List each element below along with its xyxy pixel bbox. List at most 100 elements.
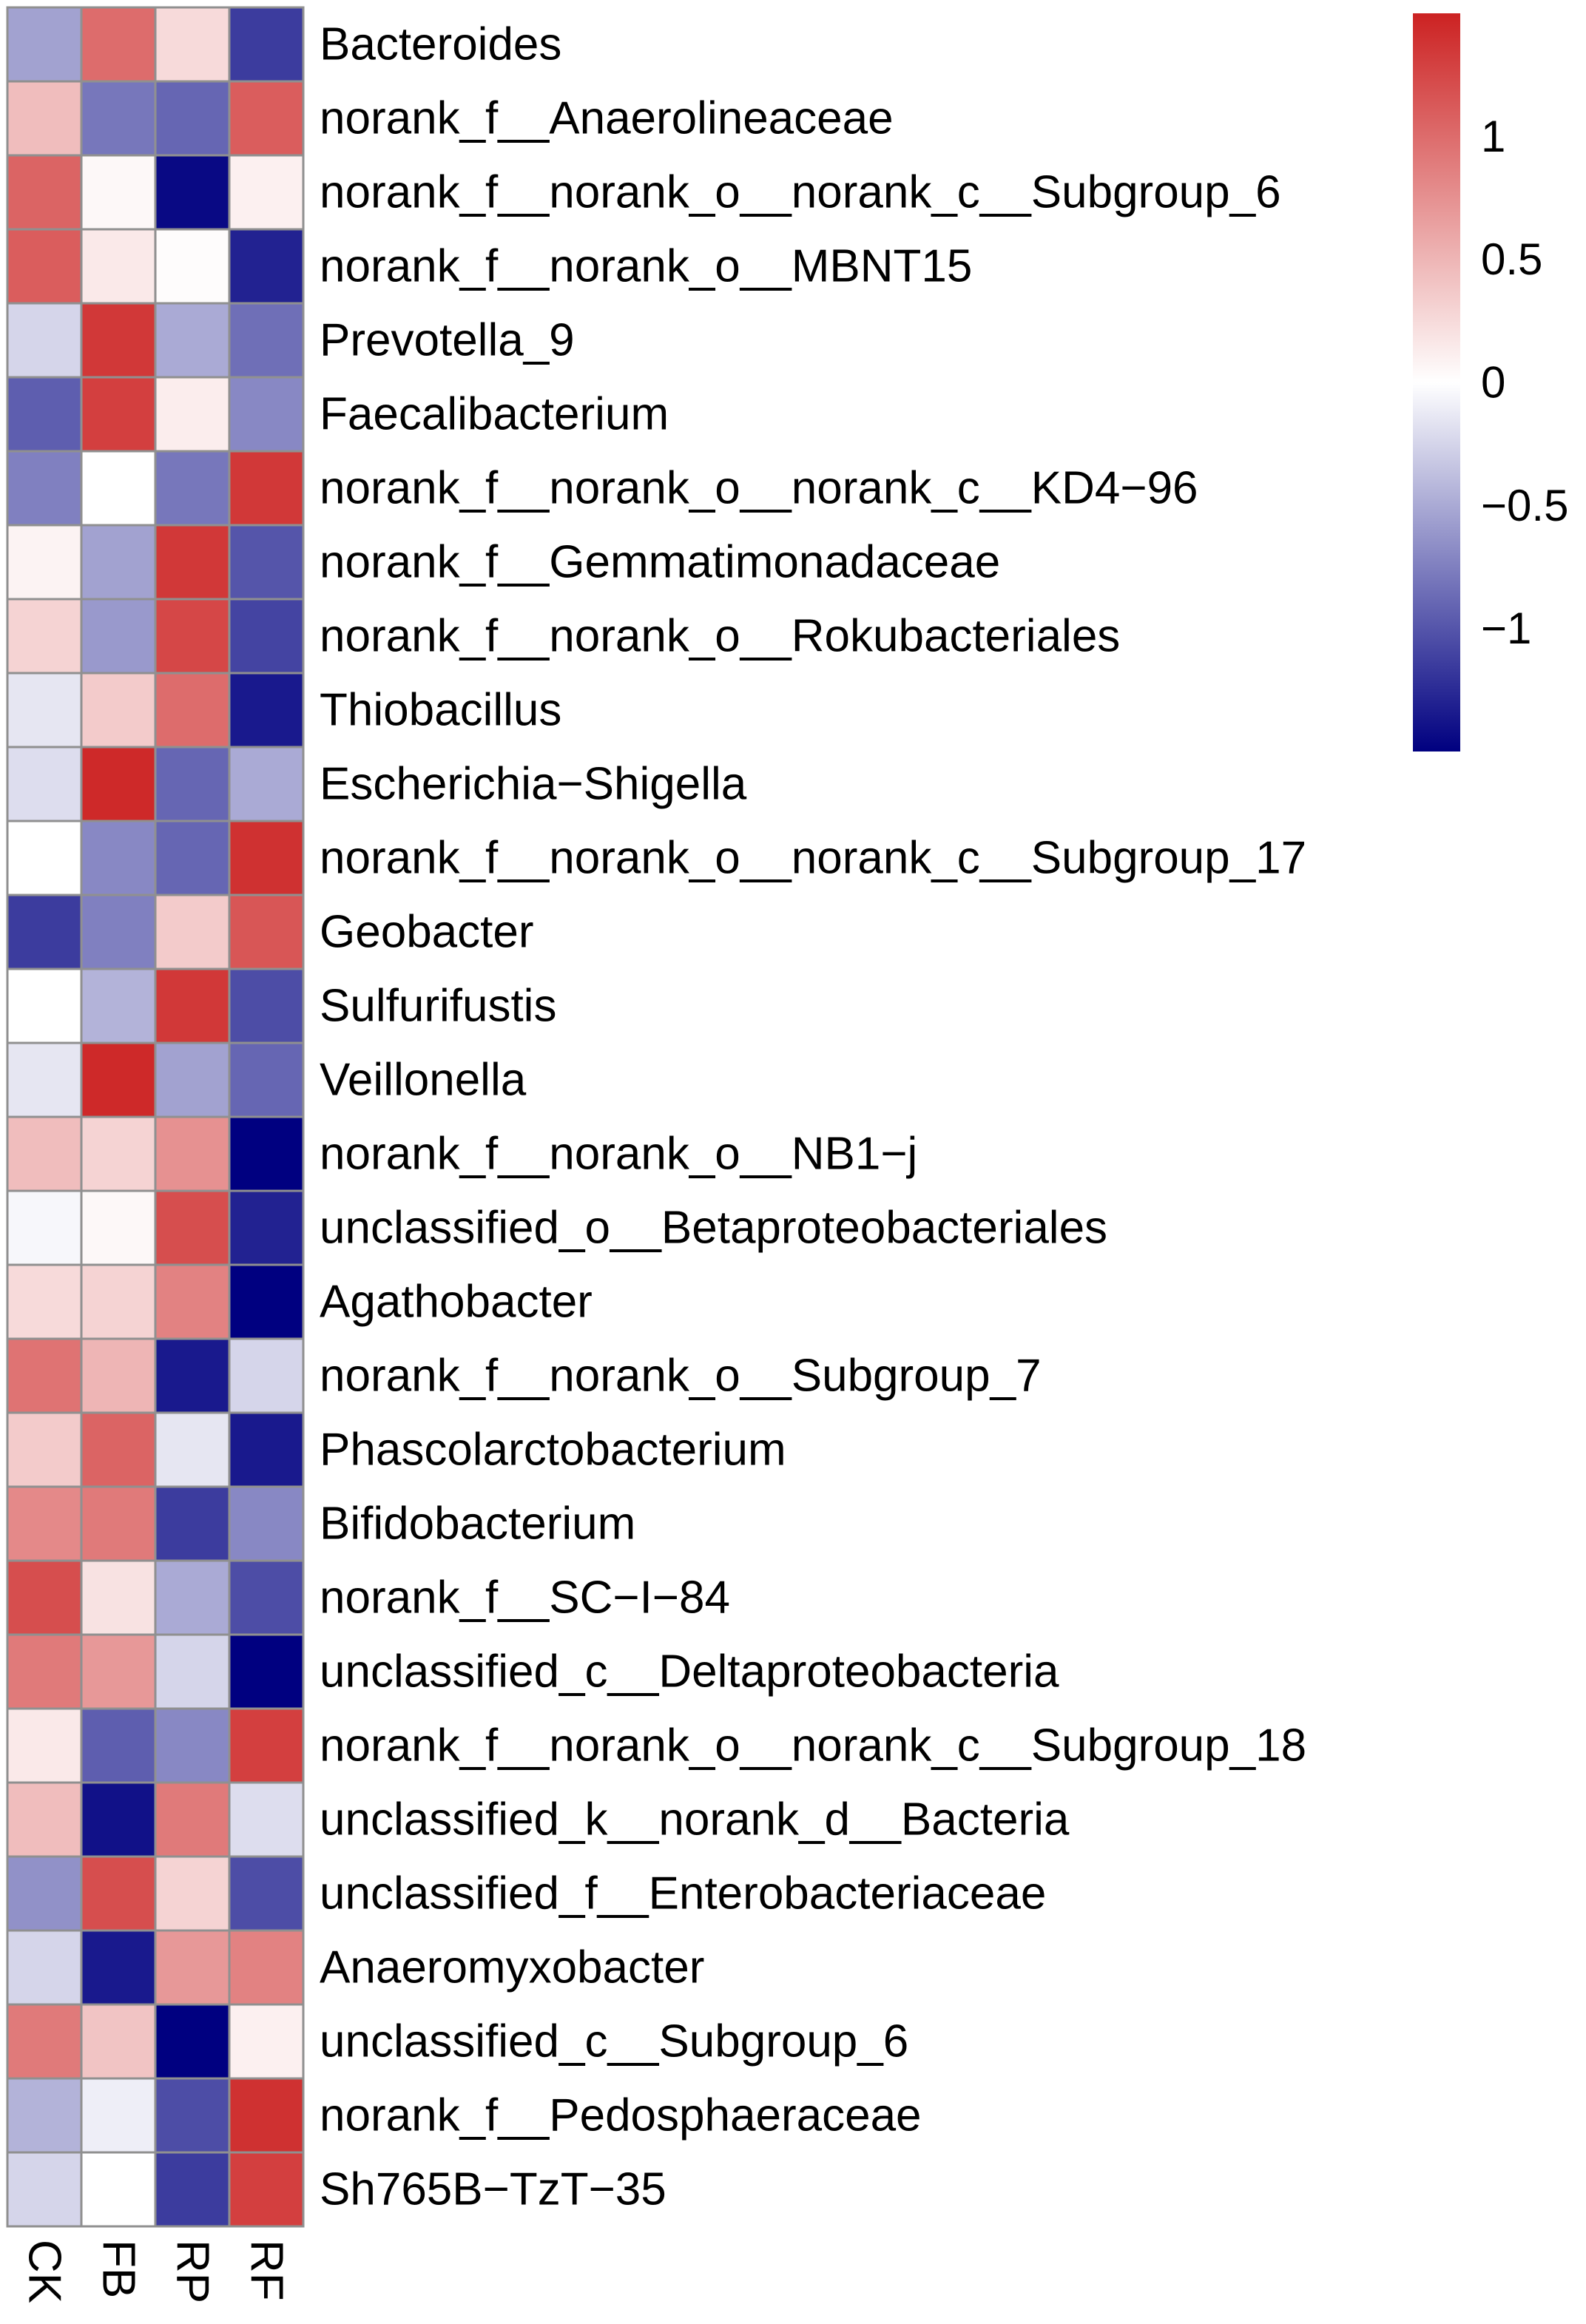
heatmap-cell [228,967,305,1044]
heatmap-cell [80,302,157,379]
heatmap-cell [80,1189,157,1266]
heatmap-cell [228,1115,305,1192]
heatmap-cell [80,80,157,157]
heatmap-cell [80,2151,157,2228]
heatmap-cell [6,598,83,675]
heatmap-cell [228,746,305,822]
heatmap-cell [6,524,83,601]
heatmap-cell [228,450,305,527]
row-label: unclassified_f__Enterobacteriaceae [320,1868,1046,1919]
row-label: Phascolarctobacterium [320,1425,786,1476]
heatmap-cell [80,1337,157,1414]
heatmap-cell [154,2151,231,2228]
heatmap-cell [154,450,231,527]
legend-tick-label: 0 [1481,358,1505,408]
heatmap-cell [228,376,305,453]
legend-tick-label: 1 [1481,112,1505,161]
heatmap-cell [80,1559,157,1636]
heatmap-cell [228,1189,305,1266]
heatmap-cell [6,1559,83,1636]
heatmap-cell [6,1781,83,1858]
color-legend-ticks: 1 0.5 0 −0.5 −1 [1481,112,1568,653]
heatmap-cell [6,2003,83,2080]
column-label: CK [19,2240,70,2303]
heatmap-cell [154,672,231,749]
heatmap-cell [228,228,305,305]
heatmap-cell [228,1781,305,1858]
heatmap-cell [154,524,231,601]
heatmap-cell [228,154,305,231]
heatmap-cell [154,1781,231,1858]
row-label: Sulfurifustis [320,981,556,1032]
heatmap-cell [228,1411,305,1488]
heatmap-cell [154,1633,231,1710]
heatmap-cell [80,1263,157,1340]
heatmap-cell [228,598,305,675]
heatmap-cell [80,2003,157,2080]
heatmap-cell [80,450,157,527]
heatmap-cell [228,672,305,749]
heatmap-cell [154,967,231,1044]
heatmap-cell [6,1411,83,1488]
heatmap-cell [154,6,231,83]
heatmap-cell [6,80,83,157]
heatmap-cell [228,894,305,970]
heatmap-cell [154,1337,231,1414]
heatmap-cell [80,154,157,231]
heatmap-cell [80,1707,157,1784]
heatmap-cell [6,6,83,83]
color-legend: 1 0.5 0 −0.5 −1 [1413,13,1568,751]
row-label: norank_f__norank_o__norank_c__KD4−96 [320,463,1198,514]
heatmap-cell [154,302,231,379]
row-label: norank_f__SC−I−84 [320,1573,730,1624]
heatmap-cell [80,228,157,305]
heatmap-cells [6,6,305,2228]
heatmap-cell [154,746,231,822]
heatmap-cell [154,1707,231,1784]
legend-tick-label: −0.5 [1481,481,1568,530]
heatmap-cell [154,894,231,970]
heatmap-cell [228,302,305,379]
heatmap-cell [6,1263,83,1340]
heatmap-cell [6,672,83,749]
row-label: norank_f__Gemmatimonadaceae [320,537,1000,588]
heatmap-cell [154,820,231,896]
heatmap-cell [154,598,231,675]
heatmap-cell [228,524,305,601]
heatmap-cell [6,1337,83,1414]
heatmap-cell [228,2003,305,2080]
legend-tick-label: 0.5 [1481,234,1542,284]
heatmap-cell [80,598,157,675]
heatmap-cell [80,1633,157,1710]
column-label: FB [93,2240,144,2298]
row-label: Escherichia−Shigella [320,759,747,810]
heatmap-cell [80,1115,157,1192]
heatmap-cell [228,1559,305,1636]
row-label: norank_f__norank_o__norank_c__Subgroup_1… [320,1720,1306,1771]
heatmap-cell [154,228,231,305]
heatmap-cell [80,1781,157,1858]
heatmap-cell [154,1855,231,1932]
color-legend-bar [1413,13,1460,751]
row-label: norank_f__norank_o__NB1−j [320,1129,917,1180]
heatmap-cell [6,820,83,896]
heatmap-cell [6,1929,83,2006]
row-label: unclassified_o__Betaproteobacteriales [320,1203,1107,1254]
column-labels: CK FB RP RF [19,2240,292,2303]
heatmap-cell [80,1041,157,1118]
heatmap-cell [228,1707,305,1784]
heatmap-cell [154,1115,231,1192]
heatmap-cell [80,894,157,970]
heatmap-cell [154,1559,231,1636]
heatmap-cell [228,1337,305,1414]
heatmap-cell [228,1263,305,1340]
heatmap-cell [6,1855,83,1932]
column-label: RF [241,2240,292,2301]
heatmap-cell [154,2003,231,2080]
row-label: Prevotella_9 [320,315,575,366]
row-label: norank_f__Anaerolineaceae [320,93,894,144]
row-label: Bacteroides [320,19,561,70]
heatmap-cell [6,2151,83,2228]
row-label: unclassified_c__Deltaproteobacteria [320,1646,1059,1698]
